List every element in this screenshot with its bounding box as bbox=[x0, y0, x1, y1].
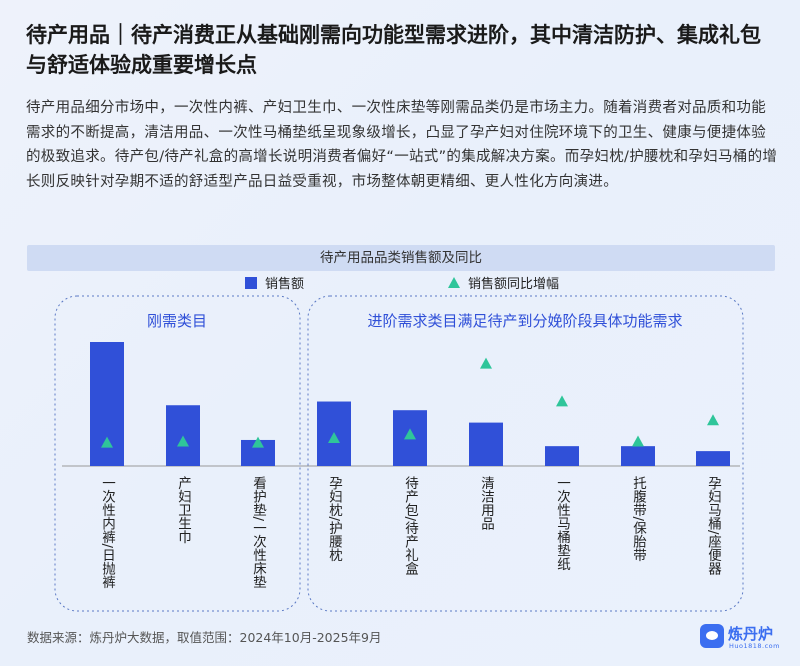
brand-logo: 炼丹炉 Huo1818.com bbox=[700, 622, 795, 652]
legend-growth-label: 销售额同比增幅 bbox=[468, 277, 560, 292]
bar-6 bbox=[469, 422, 503, 466]
chart-title: 待产用品品类销售额及同比 bbox=[27, 245, 775, 271]
category-label-2: 产妇卫生巾 bbox=[175, 476, 192, 544]
category-label-4: 孕妇枕/护腰枕 bbox=[326, 476, 343, 563]
growth-marker-2 bbox=[177, 435, 189, 447]
legend-bar-swatch bbox=[245, 277, 257, 289]
growth-marker-9 bbox=[707, 414, 719, 426]
legend-triangle-swatch bbox=[448, 277, 460, 288]
category-label-8: 托腹带/保胎带 bbox=[630, 476, 647, 563]
bar-7 bbox=[545, 446, 579, 466]
growth-marker-5 bbox=[404, 428, 416, 440]
page-title: 待产用品｜待产消费正从基础刚需向功能型需求进阶，其中清洁防护、集成礼包与舒适体验… bbox=[26, 23, 761, 77]
category-label-7: 一次性马桶垫纸 bbox=[554, 476, 571, 572]
category-label-3: 看护垫/一次性床垫 bbox=[250, 476, 267, 589]
growth-marker-8 bbox=[632, 435, 644, 447]
bar-9 bbox=[696, 451, 730, 466]
legend-item-sales: 销售额 bbox=[245, 276, 304, 294]
data-source-note: 数据来源：炼丹炉大数据，取值范围：2024年10月-2025年9月 bbox=[27, 630, 382, 645]
logo-icon bbox=[700, 624, 724, 648]
group-label-2: 进阶需求类目满足待产到分娩阶段具体功能需求 bbox=[367, 312, 682, 330]
logo-name: 炼丹炉 bbox=[728, 625, 774, 643]
legend-sales-label: 销售额 bbox=[265, 277, 305, 292]
bar-8 bbox=[621, 446, 655, 466]
group-box-1 bbox=[54, 295, 301, 612]
growth-marker-4 bbox=[328, 431, 340, 443]
growth-marker-3 bbox=[252, 436, 264, 448]
category-label-6: 清洁用品 bbox=[478, 476, 495, 531]
group-label-1: 刚需类目 bbox=[147, 312, 207, 330]
growth-marker-6 bbox=[480, 357, 492, 369]
description-paragraph: 待产用品细分市场中，一次性内裤、产妇卫生巾、一次性床垫等刚需品类仍是市场主力。随… bbox=[26, 100, 778, 190]
growth-marker-1 bbox=[101, 436, 113, 448]
logo-url: Huo1818.com bbox=[729, 642, 780, 650]
legend-item-growth: 销售额同比增幅 bbox=[448, 276, 559, 294]
growth-marker-7 bbox=[556, 395, 568, 407]
group-box-2 bbox=[307, 295, 744, 612]
category-label-9: 孕妇马桶/座便器 bbox=[705, 476, 722, 575]
category-label-1: 一次性内裤/日抛裤 bbox=[99, 476, 116, 589]
category-label-5: 待产包/待产礼盒 bbox=[402, 476, 419, 576]
